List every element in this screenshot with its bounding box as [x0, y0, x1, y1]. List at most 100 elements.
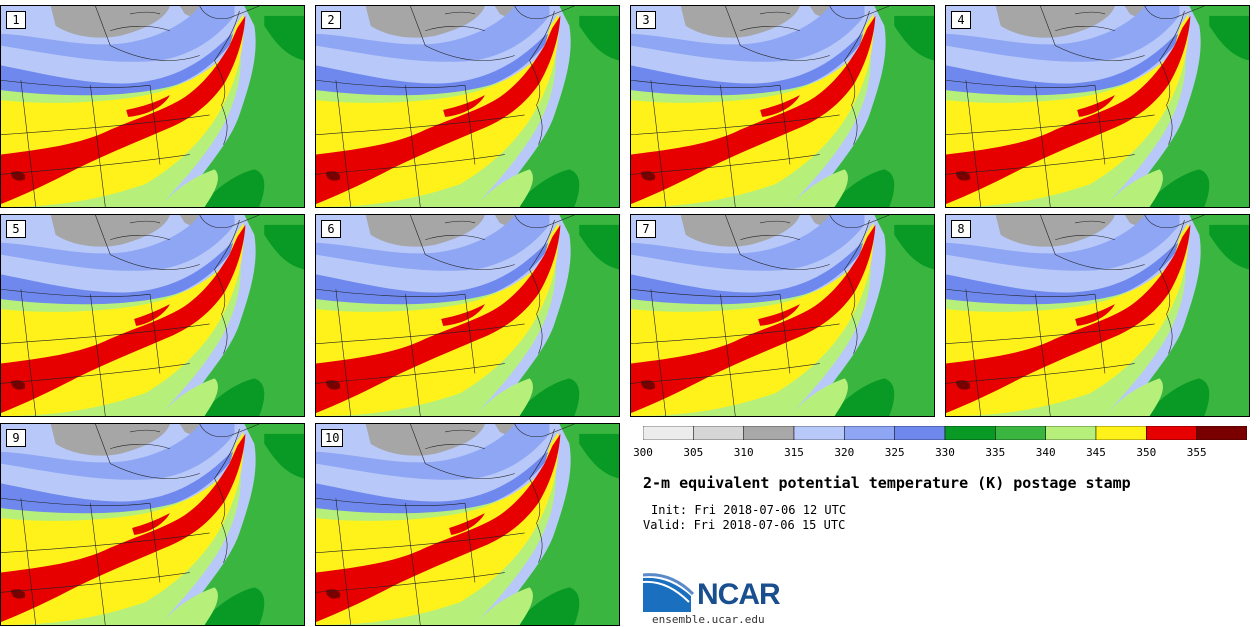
light-green-coast — [474, 169, 533, 207]
init-time: Init: Fri 2018-07-06 12 UTC — [651, 503, 847, 517]
state-boundary — [405, 294, 421, 416]
dark-red-spot — [325, 380, 341, 390]
state-boundary — [110, 463, 200, 479]
blue-band — [1, 239, 240, 308]
coastline — [110, 444, 170, 450]
member-panel-10: 10 — [315, 423, 620, 626]
state-boundary — [464, 85, 476, 165]
state-boundary — [20, 289, 37, 416]
member-number: 3 — [636, 11, 656, 29]
ncar-logo[interactable]: NCAR — [643, 570, 793, 615]
mid-blue-band — [316, 424, 550, 480]
light-green-coast — [1104, 378, 1163, 416]
gray-region — [365, 424, 485, 456]
dark-green-patch-south — [1144, 169, 1210, 207]
dark-red-spot — [640, 380, 656, 390]
member-map — [946, 215, 1249, 416]
red-patch — [126, 95, 170, 117]
state-boundary — [335, 289, 352, 416]
light-green-coast — [789, 169, 848, 207]
coastline — [425, 26, 485, 32]
light-green-coast — [159, 587, 218, 625]
member-panel-4: 4 — [945, 5, 1250, 208]
red-swath — [631, 224, 876, 414]
state-boundary — [779, 85, 791, 165]
state-boundary — [946, 114, 1155, 136]
coastline — [214, 219, 240, 354]
state-boundary — [946, 154, 1135, 175]
colorbar-tick: 330 — [935, 446, 955, 459]
state-boundary — [110, 254, 200, 270]
red-patch — [132, 513, 170, 535]
state-boundary — [405, 503, 421, 625]
state-boundary — [1, 154, 190, 175]
state-boundary — [725, 6, 741, 46]
dark-green-patch — [1209, 15, 1249, 61]
colorbar-segment — [995, 426, 1046, 440]
blue-band — [316, 448, 555, 517]
state-boundary — [1040, 215, 1056, 255]
member-number: 8 — [951, 220, 971, 238]
coastline — [760, 11, 791, 15]
gray-region — [680, 215, 800, 247]
coastline — [425, 235, 485, 241]
dark-green-patch-south — [514, 169, 580, 207]
coastline — [1159, 10, 1185, 145]
state-boundary — [316, 572, 505, 593]
gray-region — [365, 6, 485, 38]
member-panel-3: 3 — [630, 5, 935, 208]
blue-band — [316, 239, 555, 308]
ocean-green — [809, 215, 934, 416]
colorbar-segment — [693, 426, 744, 440]
site-url[interactable]: ensemble.ucar.edu — [652, 613, 765, 626]
state-boundary — [1, 323, 210, 345]
red-swath — [1, 224, 246, 414]
ocean-green — [179, 215, 304, 416]
dark-red-spot — [325, 589, 341, 599]
state-boundary — [95, 424, 111, 464]
state-boundary — [90, 294, 106, 416]
state-boundary — [650, 80, 667, 207]
dark-green-patch — [264, 15, 304, 61]
colorbar-segment — [643, 426, 694, 440]
light-green-coast — [474, 587, 533, 625]
member-map — [1, 6, 304, 207]
blue-band — [1, 448, 240, 517]
state-boundary — [1040, 6, 1056, 46]
ocean-green — [494, 215, 619, 416]
state-boundary — [631, 154, 820, 175]
coastline — [445, 429, 476, 433]
dark-green-patch-south — [199, 378, 265, 416]
state-boundary — [740, 45, 830, 61]
red-swath — [316, 224, 561, 414]
dark-red-spot — [10, 589, 26, 599]
gray-region — [50, 6, 170, 38]
colorbar-tick: 335 — [985, 446, 1006, 459]
red-swath — [316, 433, 561, 623]
coastline — [844, 10, 870, 145]
dark-red-spot — [10, 171, 26, 181]
gray-region — [995, 215, 1115, 247]
coastline — [529, 10, 555, 145]
mid-blue-band — [946, 215, 1180, 271]
blue-band — [631, 30, 870, 99]
state-boundary — [631, 114, 840, 136]
coastline — [740, 26, 800, 32]
chart-title: 2-m equivalent potential temperature (K)… — [643, 474, 1131, 492]
member-number: 4 — [951, 11, 971, 29]
ocean-green — [179, 424, 304, 625]
coastline — [1144, 6, 1205, 19]
ncar-logo-text: NCAR — [697, 578, 781, 611]
coastline — [740, 235, 800, 241]
dark-green-patch-south — [1144, 378, 1210, 416]
state-boundary — [425, 45, 515, 61]
light-green-coast — [474, 378, 533, 416]
member-map — [316, 424, 619, 625]
state-boundary — [410, 215, 426, 255]
ocean-green — [179, 6, 304, 207]
state-boundary — [1, 363, 190, 384]
red-patch — [134, 304, 170, 326]
colorbar-segment — [844, 426, 895, 440]
colorbar-segment — [1146, 426, 1197, 440]
coastline — [760, 220, 791, 224]
